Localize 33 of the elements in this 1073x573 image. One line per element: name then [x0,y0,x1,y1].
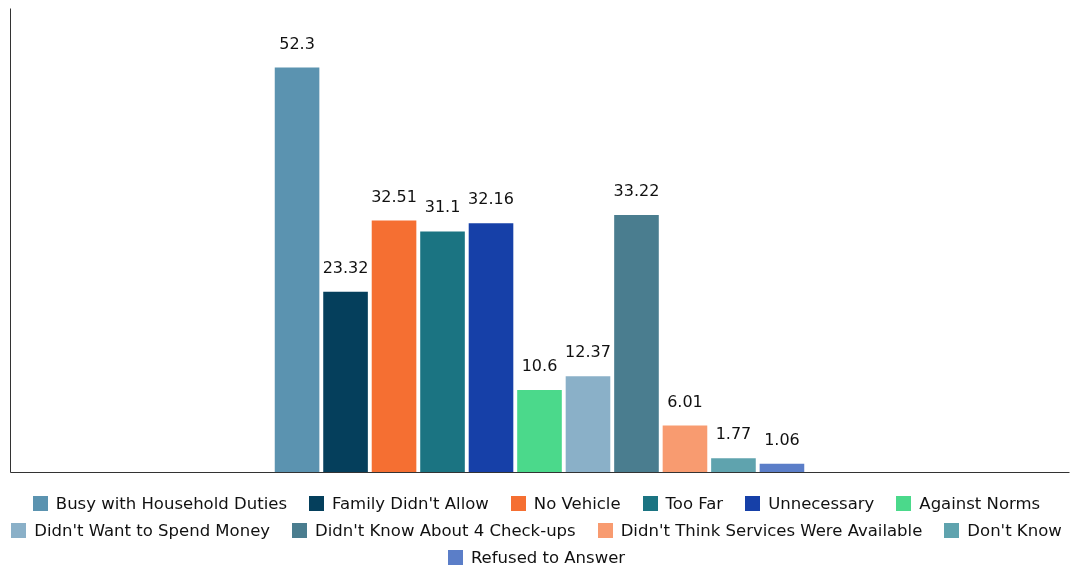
bar [711,458,756,472]
legend-label: Didn't Think Services Were Available [620,521,923,540]
legend-label: Didn't Know About 4 Check-ups [315,521,576,540]
legend-label: No Vehicle [533,494,621,513]
bar [323,291,368,472]
data-label: 1.77 [715,424,752,444]
data-label: 1.06 [764,429,800,449]
legend-label: Busy with Household Duties [55,494,287,513]
legend-label: Didn't Want to Spend Money [34,521,271,540]
legend-label: Family Didn't Allow [331,494,489,513]
legend-label: Against Norms [919,494,1041,513]
data-label: 33.22 [613,181,660,201]
bar [614,215,659,472]
legend-label: Too Far [665,494,724,513]
bar [565,376,611,472]
bar [274,67,320,472]
bar [468,223,514,472]
legend-label: Don't Know [967,521,1062,540]
data-label: 6.01 [667,391,703,411]
bar [420,231,465,472]
legend-label: Refused to Answer [470,548,626,567]
data-label: 52.3 [279,33,315,53]
bar [517,390,562,472]
data-label: 23.32 [322,257,369,277]
bar [662,425,708,472]
data-label: 31.1 [424,197,461,217]
data-label: 12.37 [565,342,611,362]
data-label: 32.51 [371,186,417,206]
data-label: 32.16 [468,189,514,209]
bar [759,463,805,472]
legend-label: Unnecessary [768,494,875,513]
data-label: 10.6 [521,356,558,376]
bar [371,220,417,472]
